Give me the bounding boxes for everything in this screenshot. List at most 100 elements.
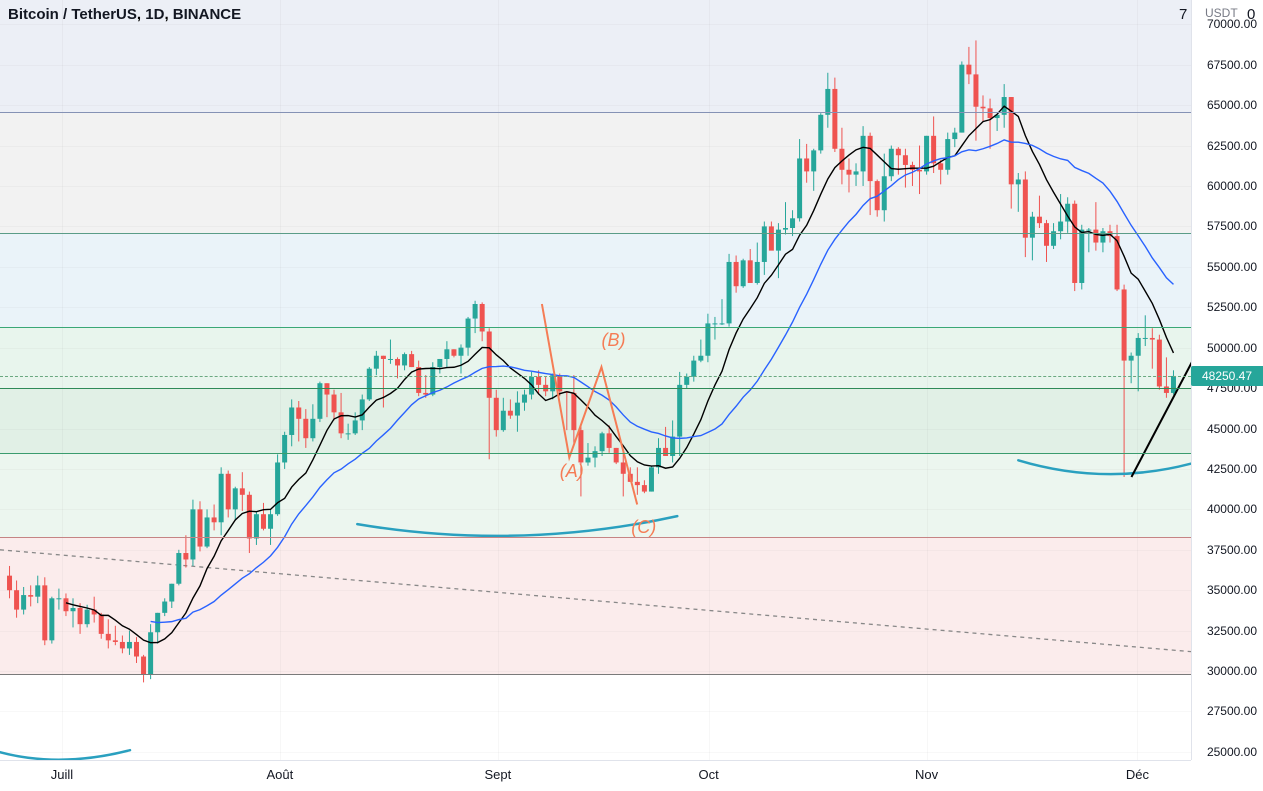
support-arc [1018, 455, 1191, 474]
candle-body [71, 608, 76, 611]
candle-body [536, 377, 541, 385]
candle-body [896, 149, 901, 155]
candle-body [388, 359, 393, 360]
plot-area[interactable]: (A)(B)(C) [0, 0, 1191, 760]
candle-body [1136, 338, 1141, 356]
candle-body [649, 467, 654, 491]
candle-body [240, 488, 245, 494]
candle-body [578, 430, 583, 462]
last-price-tag: 48250.47 [1191, 366, 1263, 386]
candle-body [769, 226, 774, 250]
y-tick-label: 32500.00 [1207, 624, 1257, 638]
y-tick-label: 37500.00 [1207, 543, 1257, 557]
candle-body [1044, 223, 1049, 246]
candle-body [804, 158, 809, 171]
candle-body [910, 165, 915, 170]
y-tick-label: 62500.00 [1207, 139, 1257, 153]
candle-body [176, 553, 181, 584]
y-tick-label: 52500.00 [1207, 300, 1257, 314]
candle-body [1122, 289, 1127, 360]
candle-body [437, 359, 442, 367]
candle-body [7, 576, 12, 591]
candle-body [247, 495, 252, 539]
candle-body [515, 403, 520, 416]
candle-body [134, 642, 139, 657]
y-tick-label: 60000.00 [1207, 179, 1257, 193]
candle-body [924, 136, 929, 172]
chart-title: Bitcoin / TetherUS, 1D, BINANCE [8, 6, 241, 23]
candle-body [1016, 179, 1021, 184]
candle-body [113, 640, 118, 642]
candle-body [684, 377, 689, 385]
candle-body [205, 517, 210, 546]
candle-body [691, 361, 696, 377]
candle-body [402, 354, 407, 365]
candle-body [56, 598, 61, 599]
candle-body [981, 107, 986, 109]
candle-body [296, 407, 301, 418]
candle-body [868, 136, 873, 181]
candle-body [508, 411, 513, 416]
candle-body [1150, 338, 1155, 340]
candle-body [451, 349, 456, 355]
candle-body [374, 356, 379, 369]
candle-body [600, 433, 605, 451]
candle-body [42, 585, 47, 640]
candle-body [727, 262, 732, 323]
horizontal-line [0, 233, 1191, 234]
candle-body [677, 385, 682, 437]
candle-body [818, 115, 823, 151]
candle-body [226, 474, 231, 510]
horizontal-line [0, 453, 1191, 454]
timeframe: 1D [145, 6, 164, 23]
candle-body [219, 474, 224, 523]
candle-body [741, 260, 746, 286]
candle-body [1079, 230, 1084, 283]
candle-body [346, 433, 351, 434]
candle-body [988, 108, 993, 118]
x-tick-label: Nov [915, 767, 938, 782]
candle-body [861, 136, 866, 172]
candle-body [78, 608, 83, 624]
horizontal-line [0, 537, 1191, 538]
candle-body [882, 176, 887, 210]
candle-body [289, 407, 294, 434]
candle-body [63, 598, 68, 611]
candle-body [1058, 222, 1063, 232]
candle-body [85, 610, 90, 625]
candle-body [712, 323, 717, 324]
candle-body [268, 514, 273, 529]
candle-body [332, 395, 337, 413]
candle-body [190, 509, 195, 559]
candle-body [501, 411, 506, 430]
support-arc [0, 750, 130, 760]
horizontal-line [0, 112, 1191, 113]
x-axis[interactable]: JuillAoûtSeptOctNovDéc2022 [0, 760, 1191, 791]
horizontal-line [0, 674, 1191, 675]
candle-body [952, 133, 957, 139]
candle-body [466, 319, 471, 348]
candle-body [120, 642, 125, 648]
y-axis[interactable]: 25000.0027500.0030000.0032500.0035000.00… [1191, 0, 1263, 760]
candle-body [959, 65, 964, 133]
candle-body [282, 435, 287, 462]
candle-body [811, 150, 816, 171]
y-tick-label: 42500.00 [1207, 462, 1257, 476]
candle-body [734, 262, 739, 286]
candle-body [14, 590, 19, 609]
candle-body [903, 155, 908, 165]
candle-body [945, 139, 950, 170]
candle-body [360, 399, 365, 420]
x-tick-label: Sept [484, 767, 511, 782]
candle-body [303, 419, 308, 438]
candle-body [748, 260, 753, 283]
candle-body [522, 395, 527, 403]
x-tick-label: Oct [699, 767, 719, 782]
candle-body [931, 136, 936, 163]
candle-body [1030, 217, 1035, 238]
candle-body [367, 369, 372, 400]
candle-body [973, 74, 978, 106]
candle-body [212, 517, 217, 522]
y-tick-label: 45000.00 [1207, 422, 1257, 436]
candle-body [1037, 217, 1042, 223]
